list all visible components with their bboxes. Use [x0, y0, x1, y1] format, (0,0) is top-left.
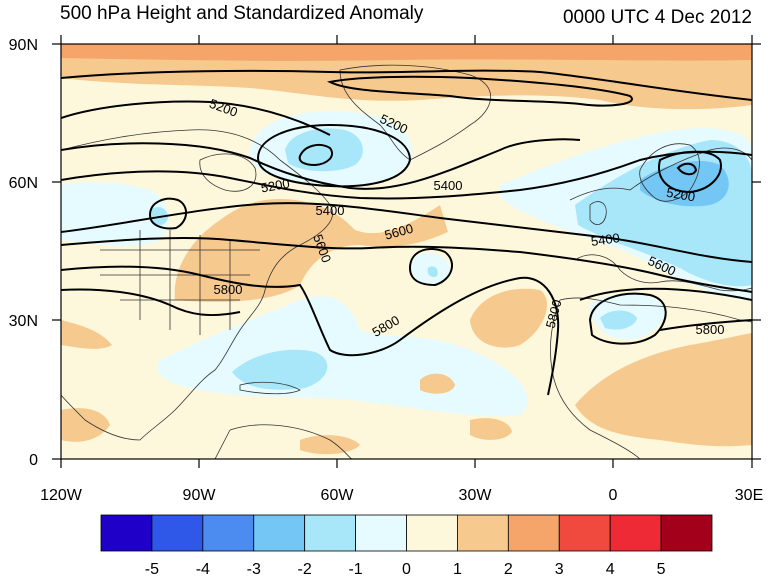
colorbar-tick-label: 3: [555, 561, 564, 577]
height-contours: [61, 69, 752, 396]
contour-label: 5800: [696, 322, 725, 337]
contour-line: [588, 292, 667, 345]
lat-tick-label: 30N: [9, 313, 38, 330]
anomaly-positive-us-east: [174, 199, 448, 302]
anomaly-negative-west: [61, 182, 169, 246]
contour-line: [298, 143, 334, 167]
colorbar-swatch: [406, 514, 458, 552]
coast-north-america: [61, 129, 333, 441]
anomaly-negative-iberia-core: [600, 310, 637, 330]
colorbar-tick-label: -1: [348, 561, 362, 577]
contour-label: 5800: [543, 298, 565, 330]
colorbar-tick-label: -2: [298, 561, 312, 577]
contour-label: 5200: [665, 185, 696, 205]
lat-tick-label: 60N: [9, 175, 38, 192]
colorbar-swatch: [151, 514, 204, 552]
coast-cuba: [239, 381, 301, 395]
lon-tick-label: 90W: [183, 487, 217, 504]
contour-line: [659, 319, 752, 331]
lat-tick-label: 90N: [9, 37, 38, 54]
colorbar-tick-label: -5: [145, 561, 159, 577]
contour-label: 5400: [316, 203, 345, 218]
coastlines: [61, 64, 752, 459]
anomaly-negative-caribbean-core: [232, 349, 328, 390]
colorbar-tick-label: 2: [504, 561, 513, 577]
anomaly-positive-mid-atlantic: [470, 288, 548, 348]
lat-tick-label: 0: [29, 452, 38, 469]
contour-label: 5800: [214, 282, 243, 297]
colorbar-swatch: [457, 514, 509, 552]
colorbar-tick-label: -4: [196, 561, 210, 577]
colorbar-labels: -5 -4 -3 -2 -1 0 1 2 3 4 5: [145, 561, 666, 577]
contour-line: [61, 150, 752, 200]
colorbar-tick-label: 0: [402, 561, 411, 577]
contour-label: 5400: [434, 178, 463, 193]
anomaly-negative-atlantic-core: [427, 266, 438, 278]
contour-line: [61, 100, 331, 136]
colorbar-swatch: [100, 514, 153, 552]
coast-greenland: [339, 64, 492, 161]
contour-line: [61, 138, 581, 190]
lon-tick-label: 60W: [321, 487, 355, 504]
colorbar-swatch: [304, 514, 356, 552]
coast-europe: [569, 147, 752, 292]
anomaly-positive-africa: [575, 333, 752, 447]
anomaly-positive-equatorial-atlantic: [300, 435, 360, 455]
valid-time: 0000 UTC 4 Dec 2012: [563, 7, 752, 28]
colorbar-swatch: [558, 514, 611, 552]
contour-line: [658, 150, 722, 194]
anomaly-positive-equatorial-west: [61, 408, 110, 442]
contour-line: [579, 287, 752, 301]
colorbar-swatch: [355, 514, 407, 552]
contour-label: 5200: [260, 176, 291, 196]
anomaly-negative-europe-strong: [640, 160, 729, 207]
lon-tick-label: 0: [609, 487, 618, 504]
colorbar-tick-label: 5: [657, 561, 666, 577]
anomaly-positive-strong-arctic: [61, 44, 752, 61]
anomaly-positive-south-atlantic: [420, 373, 455, 394]
coast-us-states-lines: [100, 230, 260, 335]
contour-line: [61, 288, 241, 317]
anomaly-positive-equatorial-mid: [470, 418, 512, 440]
colorbar-swatch: [253, 514, 306, 552]
map-frame: [60, 43, 753, 460]
contour-line: [676, 162, 698, 176]
colorbar-swatch: [507, 514, 560, 552]
coast-hudson-bay: [199, 153, 257, 192]
anomaly-negative-canada-core: [285, 128, 363, 172]
lon-tick-label: 120W: [40, 487, 83, 504]
anomaly-positive-gulf-alaska: [61, 320, 112, 349]
colorbar-swatch: [660, 514, 713, 552]
lon-tick-label: 30E: [735, 487, 763, 504]
contour-line: [61, 69, 752, 101]
colorbar-swatch: [202, 514, 255, 552]
contour-line: [326, 75, 633, 107]
contour-label: 5400: [590, 230, 621, 249]
lon-tick-label: 30W: [459, 487, 493, 504]
colorbar-tick-label: -3: [247, 561, 261, 577]
contour-line: [148, 197, 187, 230]
coast-scandinavia: [639, 143, 700, 202]
map-panel: 5200 5200 5200 5200 5400 5400 5400 5600 …: [61, 44, 752, 459]
tick-marks: [52, 35, 761, 468]
contour-line: [61, 265, 560, 396]
contour-label: 5600: [383, 221, 415, 243]
contour-line: [256, 123, 412, 188]
colorbar-tick-label: 4: [606, 561, 615, 577]
coast-south-america: [214, 424, 353, 459]
contour-line: [61, 236, 752, 293]
colorbar-swatch: [609, 514, 662, 552]
colorbar: [100, 514, 713, 552]
contour-line: [61, 202, 752, 263]
contour-line: [408, 248, 454, 287]
colorbar-tick-label: 1: [453, 561, 462, 577]
coast-british-isles: [589, 201, 607, 225]
map-title: 500 hPa Height and Standardized Anomaly: [60, 3, 424, 24]
